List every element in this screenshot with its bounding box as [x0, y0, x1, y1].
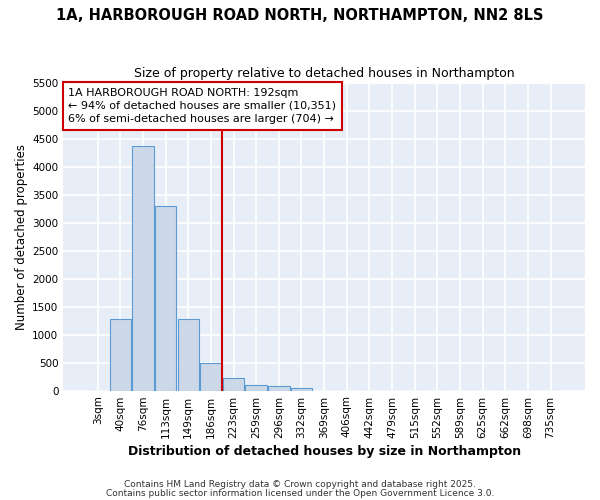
Y-axis label: Number of detached properties: Number of detached properties: [15, 144, 28, 330]
Bar: [200, 362, 221, 390]
X-axis label: Distribution of detached houses by size in Northampton: Distribution of detached houses by size …: [128, 444, 521, 458]
Bar: [155, 206, 176, 390]
Bar: [110, 319, 131, 390]
Bar: [268, 386, 290, 390]
Title: Size of property relative to detached houses in Northampton: Size of property relative to detached ho…: [134, 68, 514, 80]
Text: 1A HARBOROUGH ROAD NORTH: 192sqm
← 94% of detached houses are smaller (10,351)
6: 1A HARBOROUGH ROAD NORTH: 192sqm ← 94% o…: [68, 88, 337, 124]
Bar: [291, 388, 312, 390]
Text: Contains HM Land Registry data © Crown copyright and database right 2025.: Contains HM Land Registry data © Crown c…: [124, 480, 476, 489]
Bar: [245, 385, 267, 390]
Text: 1A, HARBOROUGH ROAD NORTH, NORTHAMPTON, NN2 8LS: 1A, HARBOROUGH ROAD NORTH, NORTHAMPTON, …: [56, 8, 544, 22]
Text: Contains public sector information licensed under the Open Government Licence 3.: Contains public sector information licen…: [106, 488, 494, 498]
Bar: [223, 378, 244, 390]
Bar: [132, 146, 154, 390]
Bar: [178, 319, 199, 390]
